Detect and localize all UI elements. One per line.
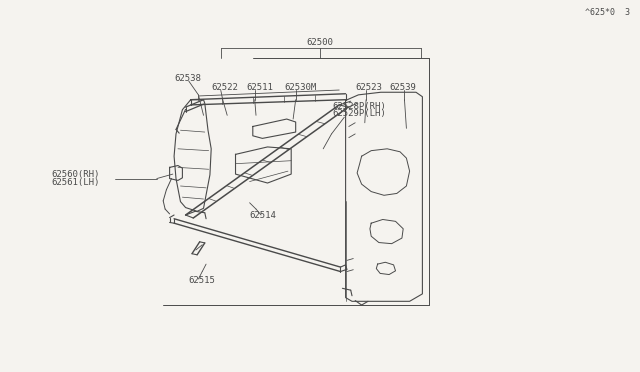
- Text: ^625*0  3: ^625*0 3: [586, 8, 630, 17]
- Text: 62515: 62515: [189, 276, 216, 285]
- Text: 62522: 62522: [211, 83, 238, 92]
- Text: 62511: 62511: [246, 83, 273, 92]
- Text: 62500: 62500: [307, 38, 333, 47]
- Text: 62538: 62538: [174, 74, 201, 83]
- Text: 62523: 62523: [355, 83, 382, 92]
- Text: 62560(RH): 62560(RH): [51, 170, 100, 179]
- Text: 62561(LH): 62561(LH): [51, 178, 100, 187]
- Text: 62528P(RH): 62528P(RH): [333, 102, 387, 110]
- Text: 62530M: 62530M: [285, 83, 317, 92]
- Text: 62529P(LH): 62529P(LH): [333, 109, 387, 118]
- Text: 62539: 62539: [389, 83, 416, 92]
- Text: 62514: 62514: [250, 211, 276, 219]
